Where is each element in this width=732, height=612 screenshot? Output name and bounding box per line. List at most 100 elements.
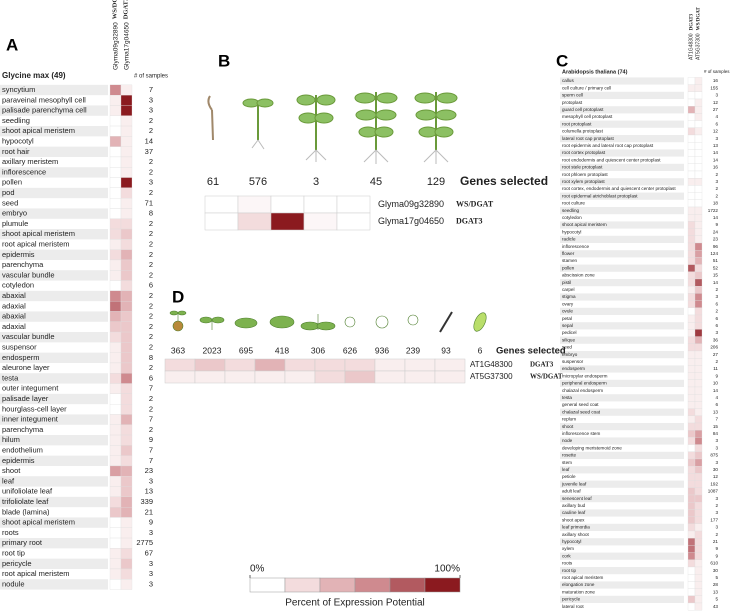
heat-cell	[687, 206, 696, 215]
tissue-label: root tip	[2, 548, 25, 557]
gene-id: AT1G48300	[470, 360, 513, 369]
tissue-label: aleurone layer	[2, 363, 50, 372]
row-band	[560, 365, 684, 373]
sample-count: 10	[713, 381, 719, 386]
heat-cell	[120, 136, 133, 147]
panel-label: B	[218, 51, 230, 70]
row-band	[560, 581, 684, 589]
heat-cell	[694, 451, 703, 460]
heat-cell	[694, 473, 703, 481]
gene-id: AT5G37300	[696, 33, 702, 60]
heat-cell	[109, 558, 122, 570]
tissue-label: developing meristemoid zone	[562, 445, 622, 450]
heat-cell	[694, 300, 703, 308]
sample-count: 3	[149, 476, 153, 485]
tissue-label: pollen	[2, 178, 22, 187]
heat-cell	[687, 329, 696, 337]
tissue-label: suspensor	[2, 342, 37, 351]
row-band	[560, 538, 684, 546]
heat-cell	[109, 476, 122, 487]
heat-cell	[687, 149, 696, 157]
heat-cell	[120, 290, 133, 302]
sample-count: 2	[149, 322, 153, 331]
heat-cell	[687, 286, 696, 294]
heat-cell	[120, 517, 133, 528]
row-band	[0, 414, 108, 425]
tissue-icons	[169, 310, 487, 333]
sample-count: 2	[149, 425, 153, 434]
tissue-label: adaxial	[2, 322, 26, 331]
sample-count: 3	[715, 510, 718, 515]
sample-count: 13	[145, 487, 153, 496]
sample-count: 2	[149, 363, 153, 372]
tissue-label: node	[562, 438, 573, 443]
tissue-label: root stele protoplast	[562, 165, 603, 170]
row-band	[560, 77, 684, 85]
sample-count: 1087	[708, 489, 719, 494]
tissue-label: primary root	[2, 538, 43, 547]
tissue-label: radicle	[562, 237, 576, 242]
heat-cell	[109, 568, 122, 580]
sample-count: 15	[713, 424, 719, 429]
heat-cell	[687, 552, 696, 560]
tissue-label: embryo	[562, 352, 578, 357]
heat-cell	[687, 595, 696, 604]
row-band	[560, 178, 684, 186]
heat-cell	[694, 170, 703, 179]
heat-cell	[120, 311, 133, 322]
sample-count: 2	[149, 188, 153, 197]
sample-count: 8	[149, 209, 153, 218]
heat-cell	[270, 195, 305, 214]
heat-cell	[687, 401, 696, 409]
sample-count: 52	[713, 265, 719, 270]
genes-selected-count: 93	[441, 345, 451, 355]
row-band	[560, 408, 684, 416]
sample-count: 2	[149, 157, 153, 166]
tissue-label: syncytium	[2, 85, 35, 94]
heat-cell	[694, 228, 703, 236]
genes-selected-count: 695	[239, 345, 253, 355]
heat-cell	[194, 358, 226, 372]
row-band	[0, 126, 108, 137]
tissue-label: stem	[562, 460, 572, 465]
tissue-label: root apical meristem	[562, 575, 604, 580]
heat-cell	[694, 322, 703, 330]
tissue-label: epidermis	[2, 250, 35, 259]
heat-cell	[694, 278, 703, 287]
heat-cell	[109, 270, 122, 281]
tissue-label: blade (lamina)	[2, 507, 50, 516]
legend-swatch	[424, 577, 461, 593]
tissue-label: leaf	[562, 467, 570, 472]
sample-count: 3	[149, 579, 153, 588]
samples-header: # of samples	[704, 69, 730, 74]
legend-tick-label: 0%	[250, 564, 265, 575]
heat-cell	[687, 192, 696, 200]
heat-cell	[687, 242, 696, 251]
heat-cell	[687, 163, 696, 172]
heat-cell	[109, 125, 122, 137]
sample-count: 3	[149, 106, 153, 115]
gene-id: Glyma17g04650	[378, 216, 444, 226]
heat-cell	[687, 602, 696, 611]
heat-cell	[374, 370, 406, 384]
genes-selected-count: 3	[313, 176, 319, 188]
heat-cell	[109, 352, 122, 364]
sample-count: 14	[713, 280, 719, 285]
tissue-label: parenchyma	[2, 425, 44, 434]
sample-count: 2	[715, 172, 718, 177]
heat-cell	[694, 372, 703, 380]
row-band	[0, 393, 108, 405]
heat-cell	[120, 373, 133, 384]
heat-cell	[120, 177, 133, 189]
heat-cell	[303, 212, 338, 231]
heat-cell	[120, 486, 133, 497]
tissue-label: parenchyma	[2, 260, 44, 269]
tissue-label: silique	[562, 337, 575, 342]
heat-cell	[687, 214, 696, 222]
sample-count: 84	[713, 431, 719, 436]
tissue-label: root cortex protoplast	[562, 150, 606, 155]
sample-count: 2	[149, 332, 153, 341]
heat-cell	[694, 235, 703, 244]
row-band	[560, 480, 684, 488]
tissue-label: chalazal seed coat	[562, 409, 601, 414]
